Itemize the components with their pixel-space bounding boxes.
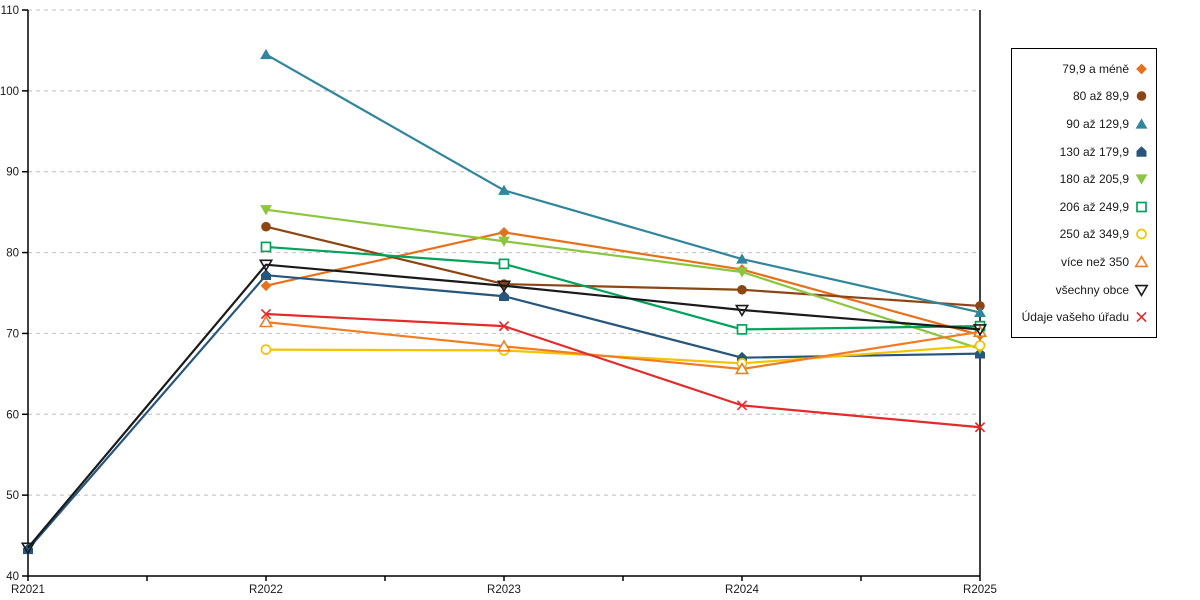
triangle-up-filled-legend-icon xyxy=(1135,118,1148,129)
legend-item: 80 až 89,9 xyxy=(1016,84,1149,108)
diamond-filled-legend-icon xyxy=(1136,63,1147,75)
series-markers xyxy=(23,269,985,555)
x-tick-label: R2025 xyxy=(963,584,997,596)
legend-label: 79,9 a méně xyxy=(1062,61,1129,76)
legend-label: 206 až 249,9 xyxy=(1059,199,1129,214)
series-markers xyxy=(260,308,986,433)
y-tick-label: 80 xyxy=(6,248,19,260)
triangle-up-open-legend-icon xyxy=(1134,254,1149,268)
series-line xyxy=(265,208,981,350)
triangle-down-open-legend-icon xyxy=(1134,284,1149,297)
legend-label: 80 až 89,9 xyxy=(1072,89,1129,104)
legend-label: více než 350 xyxy=(1060,254,1129,269)
circle-open-legend-icon xyxy=(1136,229,1147,240)
legend-item: 250 až 349,9 xyxy=(1016,222,1149,246)
legend-item: 90 až 129,9 xyxy=(1016,112,1149,136)
series-line xyxy=(265,321,981,371)
series-line xyxy=(265,312,981,429)
y-tick-label: 100 xyxy=(0,86,19,98)
x-legend-icon xyxy=(1136,311,1147,323)
legend-item: 79,9 a méně xyxy=(1016,57,1149,81)
series-line xyxy=(265,245,981,331)
x-tick-label: R2024 xyxy=(725,584,759,596)
legend-label: 250 až 349,9 xyxy=(1059,227,1129,242)
y-tick-label: 70 xyxy=(6,328,19,340)
legend-item: více než 350 xyxy=(1016,250,1149,274)
series-line xyxy=(27,263,981,549)
legend-item: Údaje vašeho úřadu xyxy=(1016,305,1149,329)
legend-item: 180 až 205,9 xyxy=(1016,167,1149,191)
legend-label: 130 až 179,9 xyxy=(1059,144,1129,159)
pentagon-filled-legend-icon xyxy=(1136,145,1147,157)
x-tick-label: R2023 xyxy=(487,584,521,596)
series-line xyxy=(265,231,981,337)
square-open-legend-icon xyxy=(1136,201,1147,213)
series-line xyxy=(265,225,981,308)
x-tick-label: R2022 xyxy=(249,584,283,596)
triangle-down-filled-legend-icon xyxy=(1135,174,1148,185)
legend-label: 180 až 205,9 xyxy=(1059,172,1129,187)
y-tick-label: 40 xyxy=(6,571,19,583)
x-tick-label: R2021 xyxy=(11,584,45,596)
series-markers xyxy=(260,48,986,318)
legend-item: 130 až 179,9 xyxy=(1016,140,1149,164)
series-markers xyxy=(258,315,988,375)
series-markers xyxy=(20,259,988,555)
y-tick-label: 90 xyxy=(6,167,19,179)
y-tick-label: 60 xyxy=(6,409,19,421)
series-line xyxy=(27,274,981,551)
legend-item: všechny obce xyxy=(1016,278,1149,302)
y-tick-label: 50 xyxy=(6,490,19,502)
legend-item: 206 až 249,9 xyxy=(1016,195,1149,219)
circle-filled-legend-icon xyxy=(1136,91,1147,102)
legend-label: 90 až 129,9 xyxy=(1066,116,1129,131)
y-tick-label: 110 xyxy=(1,5,19,17)
series-line xyxy=(265,53,981,314)
legend-label: Údaje vašeho úřadu xyxy=(1021,310,1129,325)
legend-label: všechny obce xyxy=(1055,282,1129,297)
legend: 79,9 a méně 80 až 89,9 90 až 129,9 130 až 1… xyxy=(1011,48,1157,338)
